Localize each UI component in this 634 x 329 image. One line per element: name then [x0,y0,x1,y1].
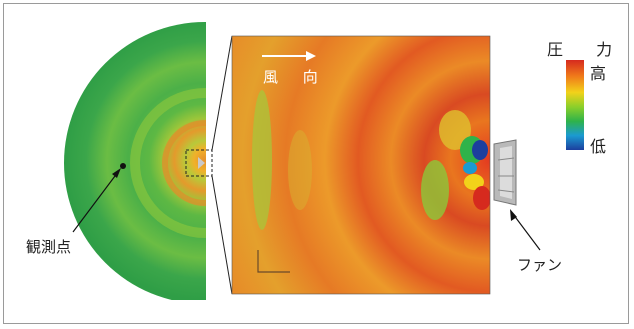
legend-title: 圧 力 [547,40,627,59]
observation-point-label: 観測点 [26,238,72,256]
observation-point-marker [120,163,126,169]
zoom-line-top [211,35,233,151]
zoom-box [185,149,213,177]
fan-label: ファン [517,256,563,274]
legend-low-label: 低 [590,137,607,156]
legend-high-label: 高 [590,64,607,83]
legend-color-bar [566,60,584,150]
observation-point-arrow [72,171,119,233]
scale-corner [257,250,290,273]
near-field-map [232,36,490,294]
fan-arrow [512,213,541,251]
zoom-line-bottom [211,175,233,295]
fan-icon [493,139,517,206]
far-field-semicircle [64,22,206,300]
wind-direction-label: 風 向 [263,68,328,86]
